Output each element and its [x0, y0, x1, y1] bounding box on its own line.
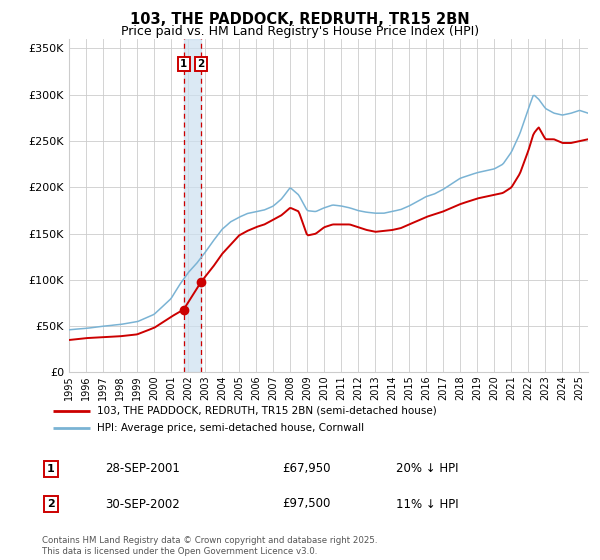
Text: 30-SEP-2002: 30-SEP-2002 [105, 497, 180, 511]
Text: 1: 1 [180, 59, 187, 69]
Text: HPI: Average price, semi-detached house, Cornwall: HPI: Average price, semi-detached house,… [97, 423, 365, 433]
Text: 2: 2 [47, 499, 55, 509]
Text: Contains HM Land Registry data © Crown copyright and database right 2025.
This d: Contains HM Land Registry data © Crown c… [42, 536, 377, 556]
Text: 2: 2 [197, 59, 205, 69]
Text: 20% ↓ HPI: 20% ↓ HPI [396, 462, 458, 475]
Text: 103, THE PADDOCK, REDRUTH, TR15 2BN (semi-detached house): 103, THE PADDOCK, REDRUTH, TR15 2BN (sem… [97, 405, 437, 416]
Bar [184, 39, 201, 372]
Text: £97,500: £97,500 [282, 497, 331, 511]
Text: 1: 1 [47, 464, 55, 474]
Text: 28-SEP-2001: 28-SEP-2001 [105, 462, 180, 475]
Text: 103, THE PADDOCK, REDRUTH, TR15 2BN: 103, THE PADDOCK, REDRUTH, TR15 2BN [130, 12, 470, 27]
Text: Price paid vs. HM Land Registry's House Price Index (HPI): Price paid vs. HM Land Registry's House … [121, 25, 479, 38]
Text: £67,950: £67,950 [282, 462, 331, 475]
Text: 11% ↓ HPI: 11% ↓ HPI [396, 497, 458, 511]
